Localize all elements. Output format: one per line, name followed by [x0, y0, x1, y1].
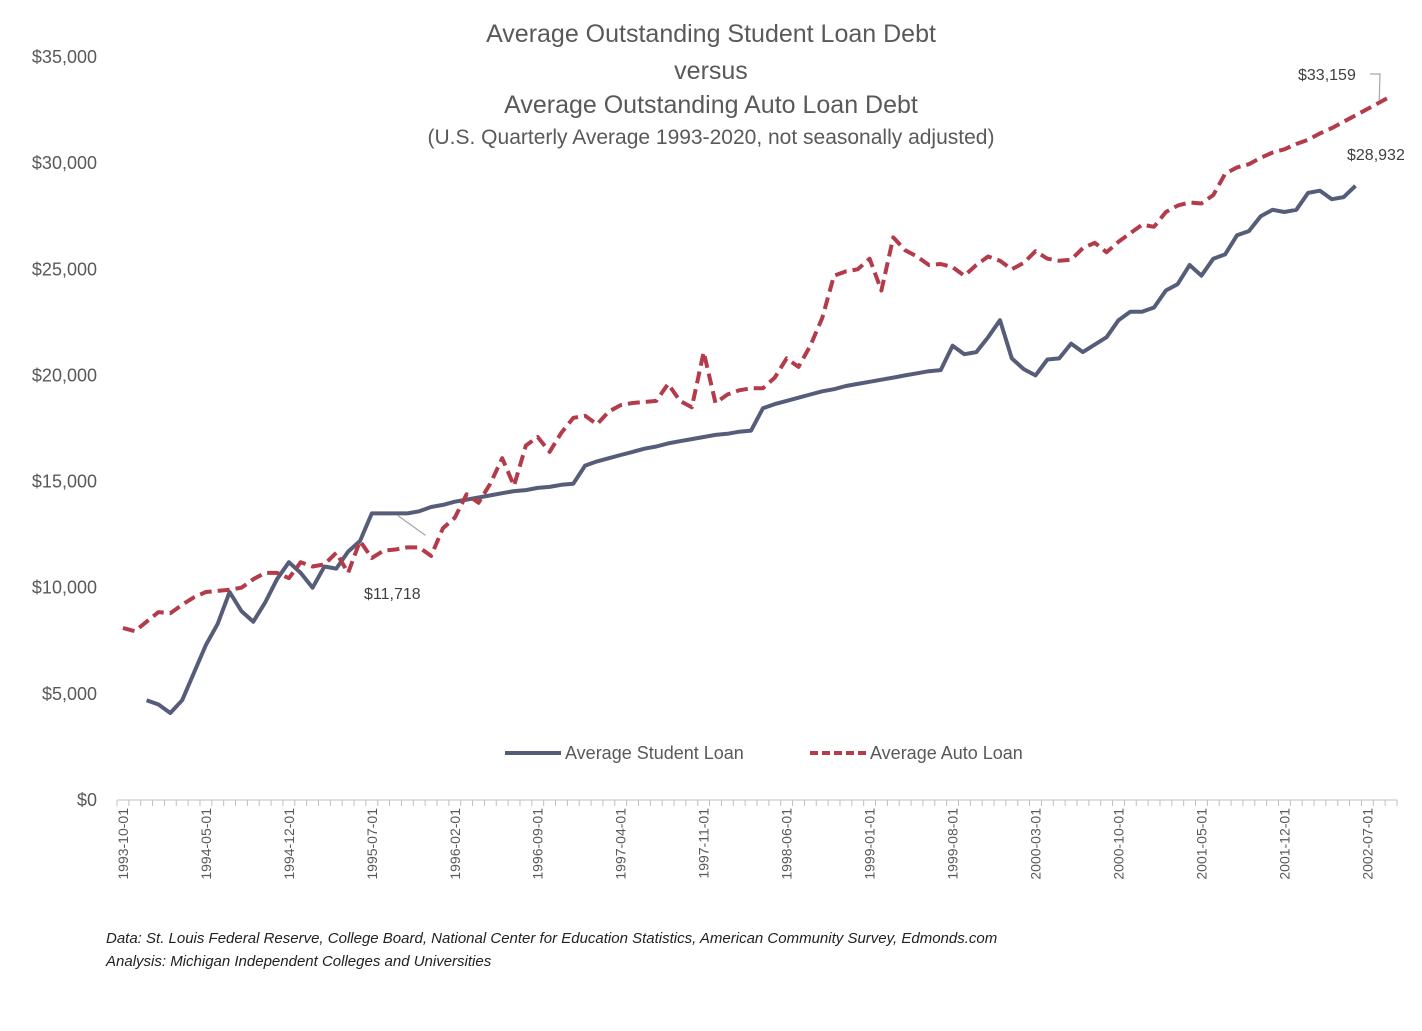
y-tick-label: $5,000	[42, 684, 97, 704]
x-tick-label: 1993-10-01	[115, 808, 131, 880]
y-tick-label: $35,000	[32, 47, 97, 67]
y-tick-label: $25,000	[32, 259, 97, 279]
x-tick-label: 2000-03-01	[1028, 808, 1044, 880]
y-tick-label: $10,000	[32, 578, 97, 598]
annotation-leader	[397, 514, 426, 536]
x-tick-label: 2002-07-01	[1359, 808, 1375, 880]
legend-label-auto-loan: Average Auto Loan	[870, 742, 1023, 763]
legend-swatch-auto-loan	[810, 751, 866, 755]
annotation-leader	[1370, 73, 1381, 101]
x-tick-label: 2000-10-01	[1110, 808, 1126, 880]
x-tick-label: 1994-12-01	[281, 808, 297, 880]
x-tick-label: 1996-09-01	[530, 808, 546, 880]
data-label: $33,159	[1298, 67, 1356, 84]
x-tick-label: 1998-06-01	[779, 808, 795, 880]
chart-title-line-2: versus	[674, 57, 748, 85]
y-tick-label: $15,000	[32, 472, 97, 492]
y-tick-label: $20,000	[32, 365, 97, 385]
student-loan-line	[145, 184, 1357, 715]
auto-loan-line	[122, 94, 1393, 634]
x-tick-label: 1994-05-01	[198, 808, 214, 880]
x-tick-label: 1997-11-01	[696, 808, 712, 879]
chart-title: Average Outstanding Student Loan Debt	[486, 20, 936, 48]
x-tick-label: 1996-02-01	[447, 808, 463, 880]
legend-label-student-loan: Average Student Loan	[565, 742, 744, 763]
chart-subtitle: (U.S. Quarterly Average 1993-2020, not s…	[427, 126, 995, 149]
x-tick-label: 1999-08-01	[945, 808, 961, 880]
y-tick-label: $30,000	[32, 153, 97, 173]
data-label: $11,718	[364, 586, 421, 603]
legend-item-auto-loan: Average Auto Loan	[810, 740, 1023, 766]
x-tick-label: 2001-12-01	[1276, 808, 1292, 880]
chart-title-line-3: Average Outstanding Auto Loan Debt	[504, 91, 918, 119]
x-tick-label: 1997-04-01	[613, 808, 629, 880]
x-tick-label: 1999-01-01	[862, 808, 878, 880]
data-label: $28,932	[1347, 147, 1405, 164]
x-tick-label: 1995-07-01	[364, 808, 380, 880]
y-tick-label: $0	[77, 790, 97, 810]
x-tick-label: 2001-05-01	[1193, 808, 1209, 880]
analysis-note: Analysis: Michigan Independent Colleges …	[106, 953, 492, 970]
data-source-note: Data: St. Louis Federal Reserve, College…	[106, 930, 998, 947]
legend-item-student-loan: Average Student Loan	[505, 740, 744, 766]
legend-swatch-student-loan	[505, 751, 561, 755]
